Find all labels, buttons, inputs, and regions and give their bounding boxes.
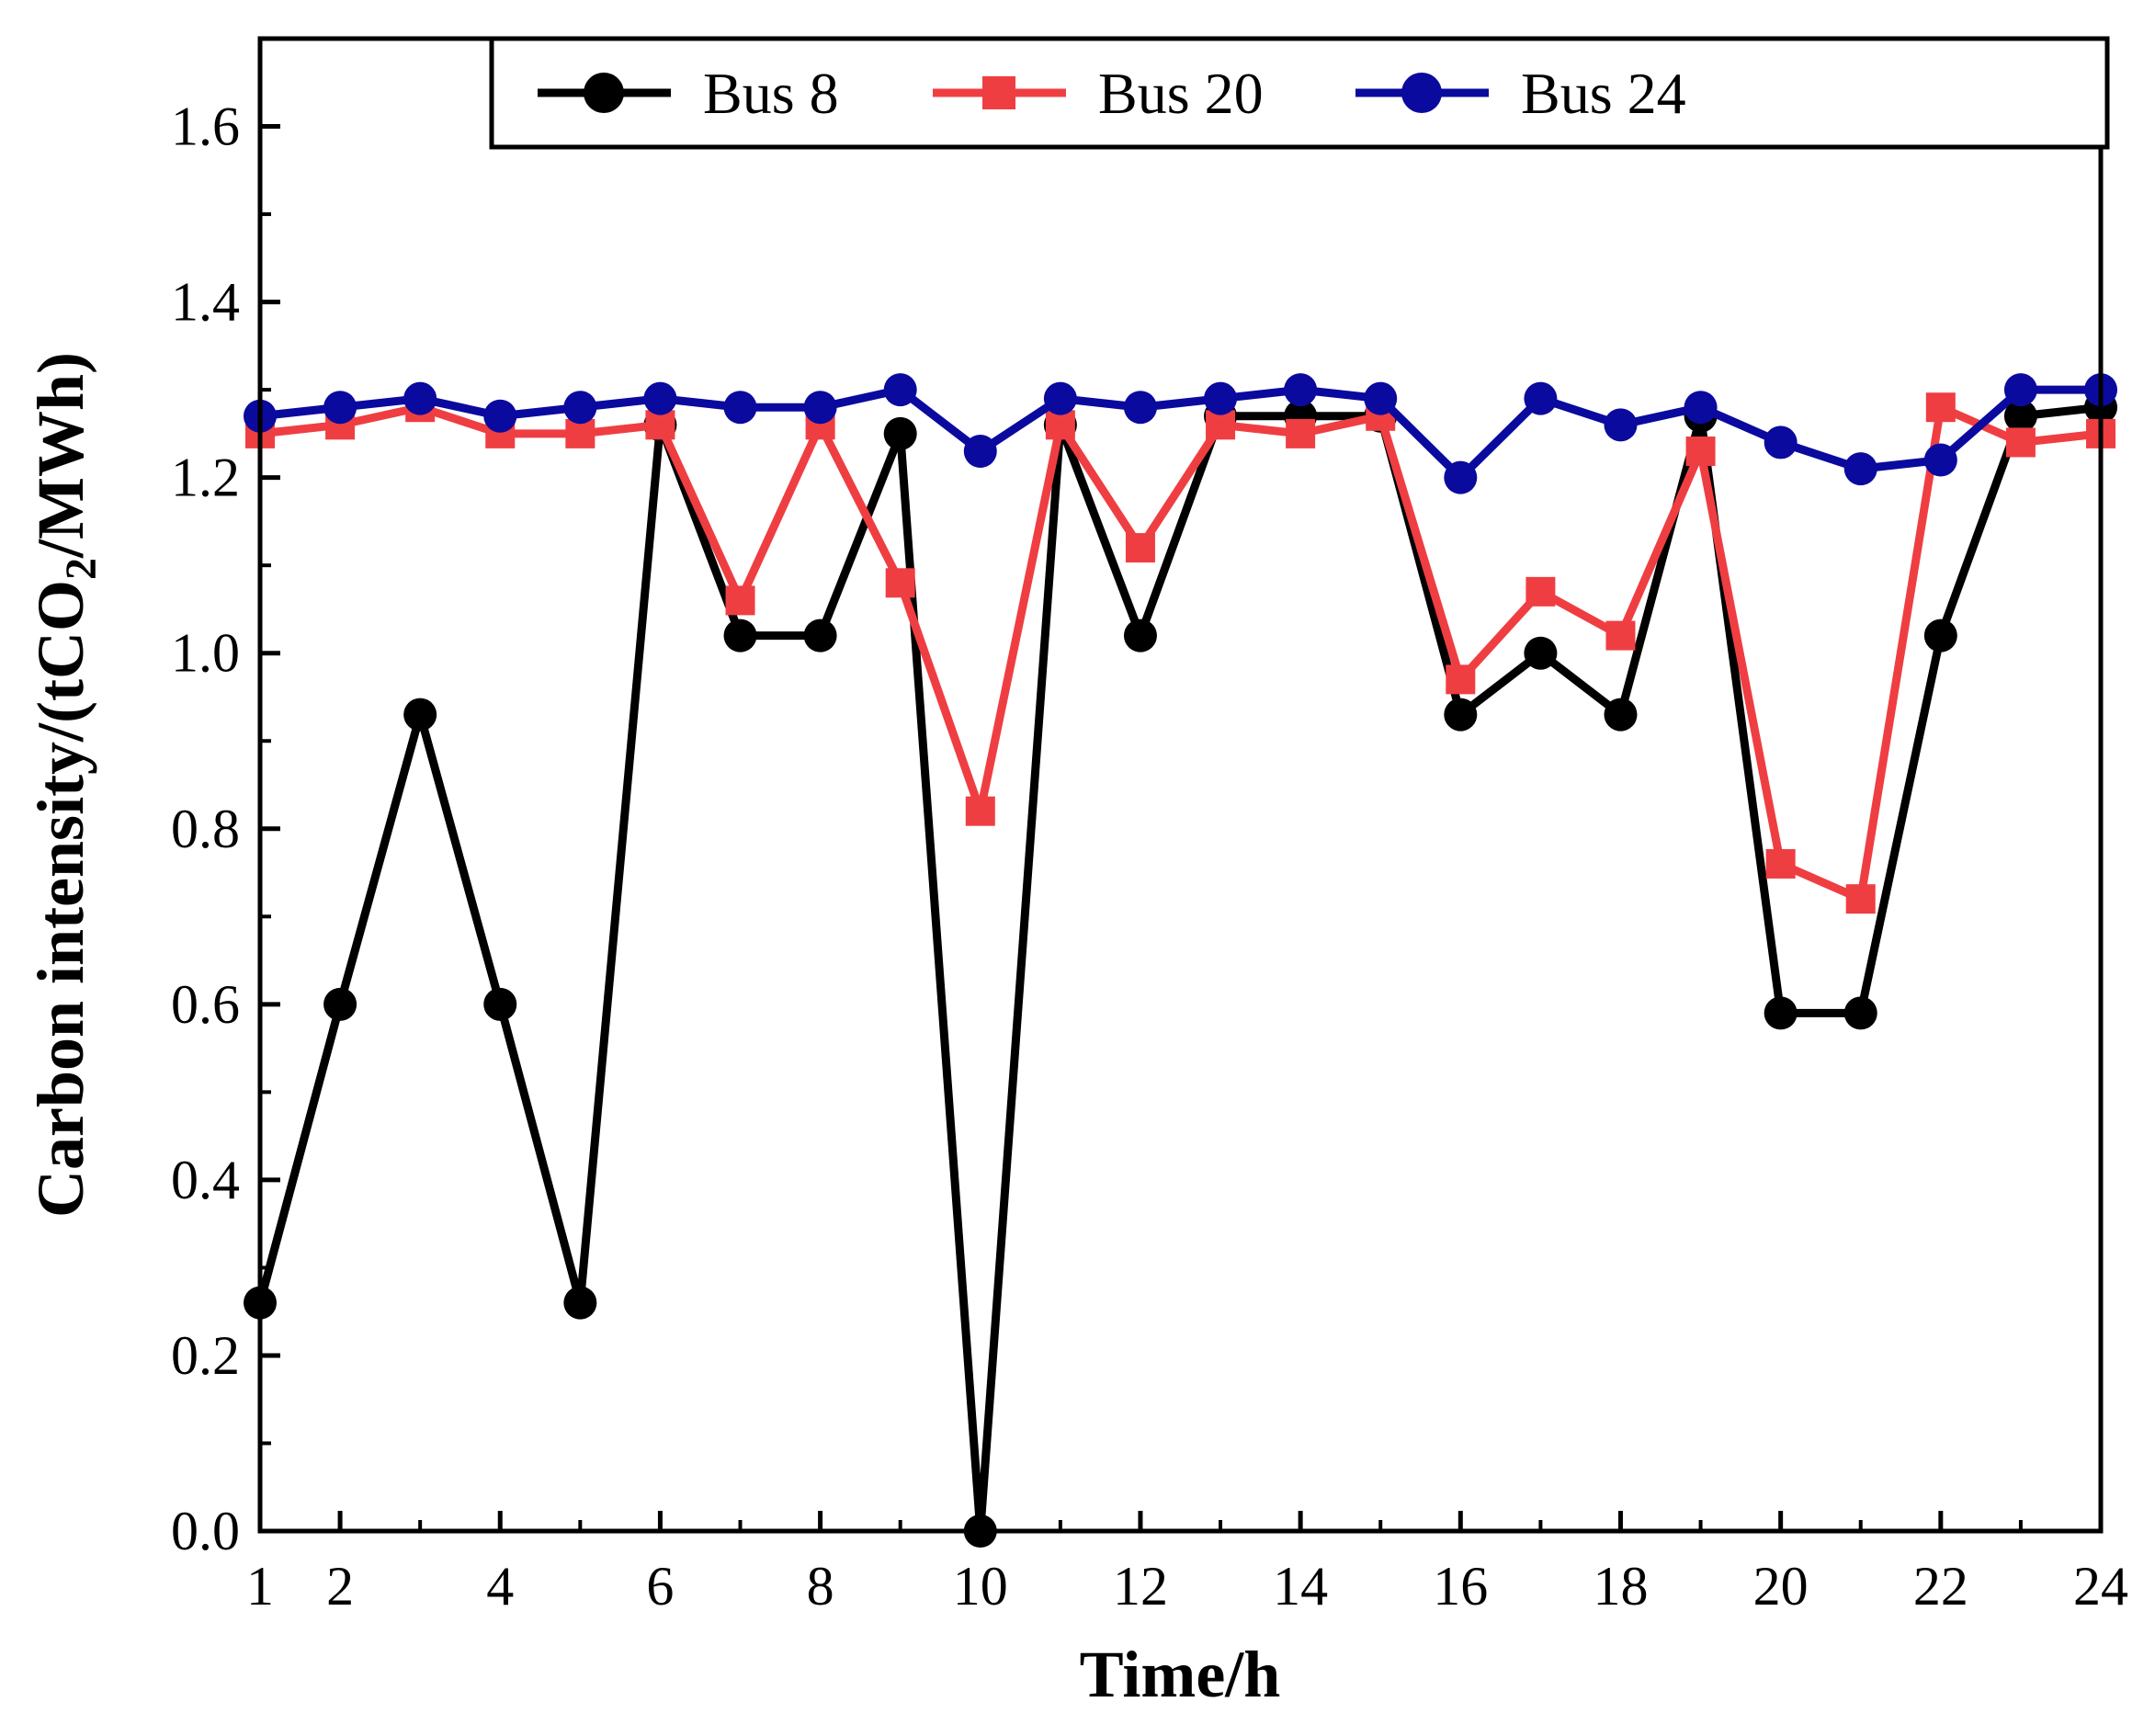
x-tick-label: 4 [486, 1556, 514, 1617]
data-point [883, 416, 917, 450]
data-point [1444, 460, 1478, 494]
data-point [483, 399, 517, 433]
data-point [323, 391, 357, 425]
x-tick-label: 20 [1753, 1556, 1809, 1617]
y-axis-label-suffix: /MWh) [24, 352, 97, 559]
data-point [2005, 427, 2036, 458]
data-point [1043, 381, 1077, 415]
legend-marker [1401, 73, 1442, 113]
data-point [883, 373, 917, 407]
data-point [1604, 408, 1638, 442]
data-point [403, 698, 437, 732]
data-point [1923, 618, 1957, 652]
data-point [1843, 996, 1877, 1030]
x-tick-label: 16 [1433, 1556, 1488, 1617]
y-axis-ticks: 0.0 0.2 0.4 0.6 0.8 1.0 1.2 1.4 1.6 [171, 96, 280, 1561]
y-tick-label: 1.6 [171, 96, 240, 157]
legend-label: Bus 8 [703, 61, 839, 126]
x-tick-label: 2 [326, 1556, 354, 1617]
x-tick-label: 1 [246, 1556, 274, 1617]
data-point [1684, 391, 1718, 425]
y-axis-label-subscript: 2 [57, 558, 106, 580]
series-bus-8 [244, 391, 2117, 1548]
data-point [1284, 373, 1318, 407]
data-point [965, 796, 995, 826]
x-tick-label: 12 [1113, 1556, 1168, 1617]
data-point [1923, 443, 1957, 477]
series-line [259, 403, 2102, 903]
x-tick-label: 6 [646, 1556, 674, 1617]
data-point [1125, 533, 1155, 563]
x-tick-label: 10 [953, 1556, 1008, 1617]
data-point [2003, 399, 2037, 433]
data-point [563, 1286, 597, 1320]
data-point [1605, 620, 1636, 651]
y-tick-label: 1.0 [171, 623, 240, 684]
y-tick-label: 0.4 [171, 1150, 240, 1210]
x-tick-label: 24 [2073, 1556, 2128, 1617]
data-point [1524, 636, 1558, 670]
data-point [963, 434, 997, 468]
data-point [1765, 848, 1796, 879]
data-point [1526, 576, 1556, 607]
series-layer [244, 373, 2117, 1548]
y-axis-label-prefix: Carbon intensity/(tCO [24, 580, 97, 1218]
y-tick-label: 0.2 [171, 1325, 240, 1386]
data-point [563, 391, 597, 425]
plot-frame [257, 36, 2104, 1534]
data-point [1685, 436, 1716, 466]
legend-label: Bus 20 [1098, 61, 1264, 126]
data-point [1204, 381, 1238, 415]
data-point [1446, 664, 1476, 695]
y-axis-label: Carbon intensity/(tCO2/MWh) [24, 352, 106, 1218]
data-point [643, 381, 677, 415]
data-point [483, 987, 517, 1021]
data-point [725, 585, 755, 616]
data-point [1764, 425, 1798, 460]
x-tick-label: 14 [1273, 1556, 1328, 1617]
y-tick-label: 1.2 [171, 448, 240, 508]
x-tick-label: 18 [1593, 1556, 1648, 1617]
y-tick-label: 0.0 [171, 1501, 240, 1561]
legend-label: Bus 24 [1521, 61, 1686, 126]
y-tick-label: 0.8 [171, 799, 240, 859]
legend: Bus 8 Bus 20 Bus 24 [489, 36, 2110, 150]
data-point [323, 987, 357, 1021]
legend-marker [982, 76, 1015, 109]
data-point [1843, 452, 1877, 486]
data-point [1925, 392, 1956, 423]
data-point [723, 618, 757, 652]
x-tick-label: 8 [807, 1556, 834, 1617]
data-point [723, 391, 757, 425]
data-point [403, 381, 437, 415]
data-point [1444, 698, 1478, 732]
data-point [1764, 996, 1798, 1030]
data-point [1364, 381, 1398, 415]
series-line [255, 403, 2102, 1536]
data-point [1524, 381, 1558, 415]
data-point [1604, 698, 1638, 732]
data-point [2003, 373, 2037, 407]
data-point [1845, 884, 1876, 914]
data-point [803, 391, 837, 425]
data-point [803, 618, 837, 652]
data-point [1286, 418, 1316, 448]
series-bus-20 [245, 392, 2115, 914]
series-bus-24 [244, 373, 2117, 494]
x-axis-label: Time/h [1080, 1638, 1281, 1711]
data-point [1123, 391, 1157, 425]
legend-marker [584, 73, 624, 113]
legend-box [489, 36, 2110, 150]
y-tick-label: 0.6 [171, 974, 240, 1035]
y-tick-label: 1.4 [171, 272, 240, 333]
data-point [1123, 618, 1157, 652]
x-tick-label: 22 [1913, 1556, 1968, 1617]
x-axis-ticks: 1 2 4 6 8 10 12 14 16 18 20 22 24 [246, 1511, 2128, 1617]
data-point [885, 568, 915, 598]
